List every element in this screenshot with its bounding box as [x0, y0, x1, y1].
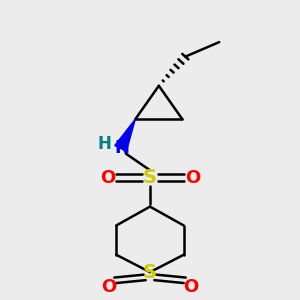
- Text: S: S: [143, 263, 157, 282]
- Text: O: O: [184, 278, 199, 296]
- Text: H: H: [98, 135, 111, 153]
- Text: N: N: [115, 140, 130, 158]
- Text: O: O: [100, 169, 115, 187]
- Text: O: O: [101, 278, 116, 296]
- Polygon shape: [115, 119, 135, 151]
- Text: S: S: [143, 168, 157, 187]
- Text: O: O: [185, 169, 200, 187]
